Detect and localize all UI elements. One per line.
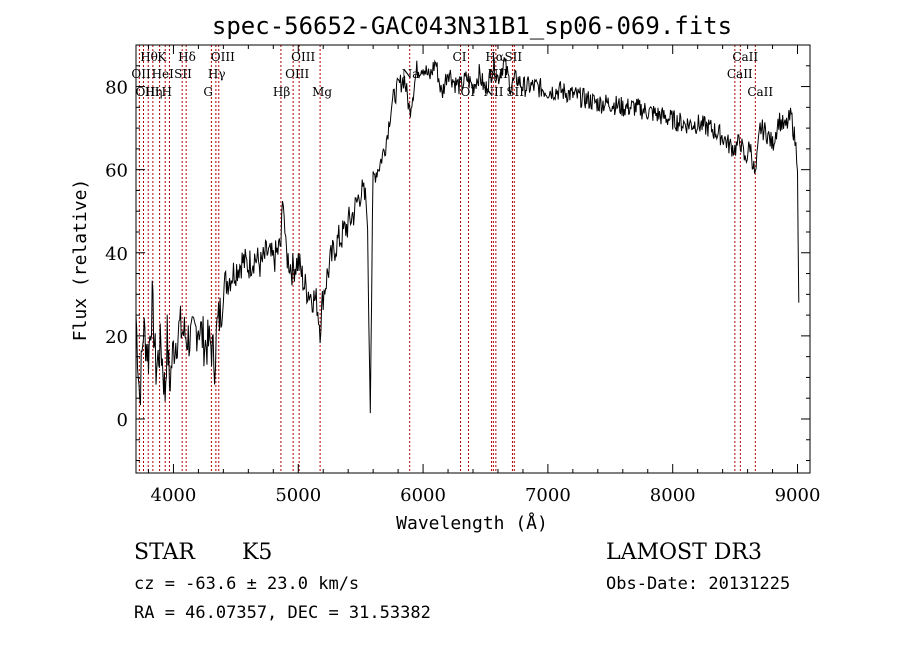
x-tick-label: 5000 [275,485,321,506]
survey-name: LAMOST DR3 [606,540,762,565]
line-label: OI [461,85,476,99]
spectrum-line [135,57,800,414]
y-tick-label: 40 [105,244,128,265]
x-tick-label: 4000 [151,485,197,506]
line-label: OII [131,67,151,81]
obs-date: Obs-Date: 20131225 [606,574,791,594]
line-label: HeI [152,67,175,81]
y-axis-label: Flux (relative) [70,179,91,342]
line-label: OIII [285,67,309,81]
line-label: OIII [135,85,159,99]
y-tick-label: 0 [117,410,128,431]
x-axis-label: Wavelength (Å) [396,512,548,534]
object-subclass: K5 [242,540,273,565]
line-label: K [157,50,167,64]
y-axis: 0 20 40 60 80 [105,44,810,462]
line-label: Hγ [208,67,226,81]
x-tick-label: 9000 [775,485,821,506]
line-label: H [161,85,171,99]
chart-title: spec-56652-GAC043N31B1_sp06-069.fits [212,12,732,40]
object-class: STAR [134,540,195,565]
line-label: Hθ [140,50,158,64]
line-label: SII [174,67,192,81]
line-label: Mg [312,85,332,99]
y-tick-label: 60 [105,161,128,182]
x-tick-label: 6000 [400,485,446,506]
line-label: G [203,85,213,99]
line-label: CaII [732,50,758,64]
plot-frame [135,44,811,474]
line-label: CI [453,50,467,64]
line-label: CaII [747,85,773,99]
line-label: OIII [291,50,315,64]
line-label: Hβ [273,85,290,99]
line-label: Hη [145,85,163,99]
line-label: OIII [211,50,235,64]
y-tick-label: 20 [105,327,128,348]
line-label: CaII [727,67,753,81]
x-tick-label: 8000 [650,485,696,506]
line-label: Hδ [178,50,196,64]
y-tick-label: 80 [105,78,128,99]
coordinates: RA = 46.07357, DEC = 31.53382 [134,603,431,623]
redshift-text: cz = -63.6 ± 23.0 km/s [134,574,360,594]
x-tick-label: 7000 [525,485,571,506]
line-label: Hα [485,50,504,64]
x-axis: 4000 5000 6000 7000 8000 9000 [147,45,821,506]
line-label: SII [504,50,522,64]
